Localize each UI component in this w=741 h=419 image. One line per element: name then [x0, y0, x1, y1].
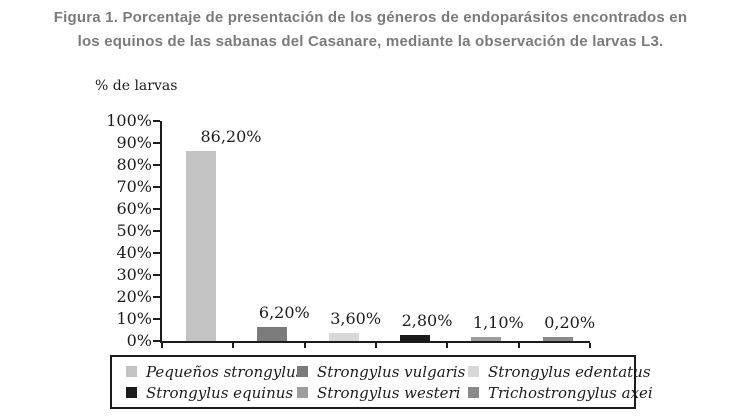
x-tick-mark: [375, 343, 377, 348]
legend-label: Strongylus equinus: [146, 383, 294, 402]
x-tick-mark: [161, 343, 163, 348]
legend-label: Pequeños strongylus: [146, 362, 304, 381]
figure-title-line1: Figura 1. Porcentaje de presentación de …: [53, 9, 688, 26]
y-tick-mark: [153, 274, 160, 276]
y-tick-mark: [153, 252, 160, 254]
y-tick-mark: [153, 186, 160, 188]
y-tick-label: 0%: [126, 331, 152, 350]
legend-swatch: [468, 387, 479, 398]
y-tick-label: 100%: [106, 111, 152, 130]
bar-2: [257, 327, 288, 341]
y-tick-label: 90%: [116, 133, 152, 152]
bar-value-label: 2,80%: [401, 310, 453, 330]
y-tick-label: 20%: [116, 287, 152, 306]
legend-item-4: Strongylus equinus: [126, 384, 297, 402]
bar-value-label: 86,20%: [200, 127, 262, 147]
bar-4: [400, 334, 430, 341]
x-tick-mark: [232, 343, 235, 348]
legend-item-2: Strongylus vulgaris: [297, 363, 468, 381]
x-tick-mark: [517, 343, 520, 348]
y-tick-label: 60%: [116, 199, 152, 218]
y-tick-mark: [153, 296, 160, 298]
x-tick-mark: [303, 343, 306, 348]
y-tick-label: 40%: [116, 243, 152, 262]
bar-5: [471, 337, 502, 341]
legend-swatch: [297, 387, 308, 398]
y-tick-label: 10%: [116, 309, 152, 328]
figure-title: Figura 1. Porcentaje de presentación de …: [0, 6, 741, 54]
plot-area: 86,20% 6,20% 3,60% 2,80% 1,10% 0,20%: [153, 120, 595, 348]
legend: Pequeños strongylus Strongylus vulgaris St…: [110, 355, 653, 409]
legend-swatch: [297, 366, 308, 377]
y-tick-mark: [153, 230, 160, 232]
bar-value-label: 0,20%: [544, 313, 596, 332]
bar-value-label: 6,20%: [258, 303, 310, 323]
y-tick-mark: [153, 164, 160, 166]
bar-value-label: 3,60%: [330, 309, 382, 329]
y-tick-label: 80%: [116, 155, 152, 174]
y-tick-mark: [153, 318, 160, 320]
x-tick-mark: [446, 343, 449, 348]
legend-item-5: Strongylus westeri: [297, 384, 468, 402]
bar-3: [328, 333, 359, 341]
legend-label: Strongylus westeri: [317, 383, 461, 402]
legend-item-1: Pequeños strongylus: [126, 363, 303, 381]
y-axis-title: % de larvas: [95, 78, 178, 94]
legend-label: Strongylus edentatus: [488, 362, 651, 381]
x-tick-mark: [589, 343, 591, 348]
y-tick-label: 50%: [116, 221, 152, 240]
y-tick-mark: [153, 142, 160, 144]
legend-swatch: [468, 366, 479, 377]
y-axis-tick-labels: 100% 90% 80% 70% 60% 50% 40% 30% 20% 10% 0%: [58, 112, 152, 350]
bar-value-label: 1,10%: [472, 313, 524, 332]
legend-item-6: Trichostrongylus axei: [468, 384, 653, 402]
legend-label: Trichostrongylus axei: [488, 383, 653, 402]
legend-swatch: [126, 387, 137, 398]
y-tick-label: 70%: [116, 177, 152, 196]
y-tick-label: 30%: [116, 265, 152, 284]
legend-label: Strongylus vulgaris: [317, 362, 466, 381]
legend-swatch: [126, 366, 137, 377]
y-tick-mark: [153, 208, 160, 210]
legend-item-3: Strongylus edentatus: [468, 363, 653, 381]
y-tick-mark: [153, 340, 160, 342]
bar-1: [186, 151, 216, 341]
figure-title-line2: los equinos de las sabanas del Casanare,…: [77, 33, 664, 50]
bar-6: [542, 337, 573, 341]
y-tick-mark: [153, 120, 160, 122]
